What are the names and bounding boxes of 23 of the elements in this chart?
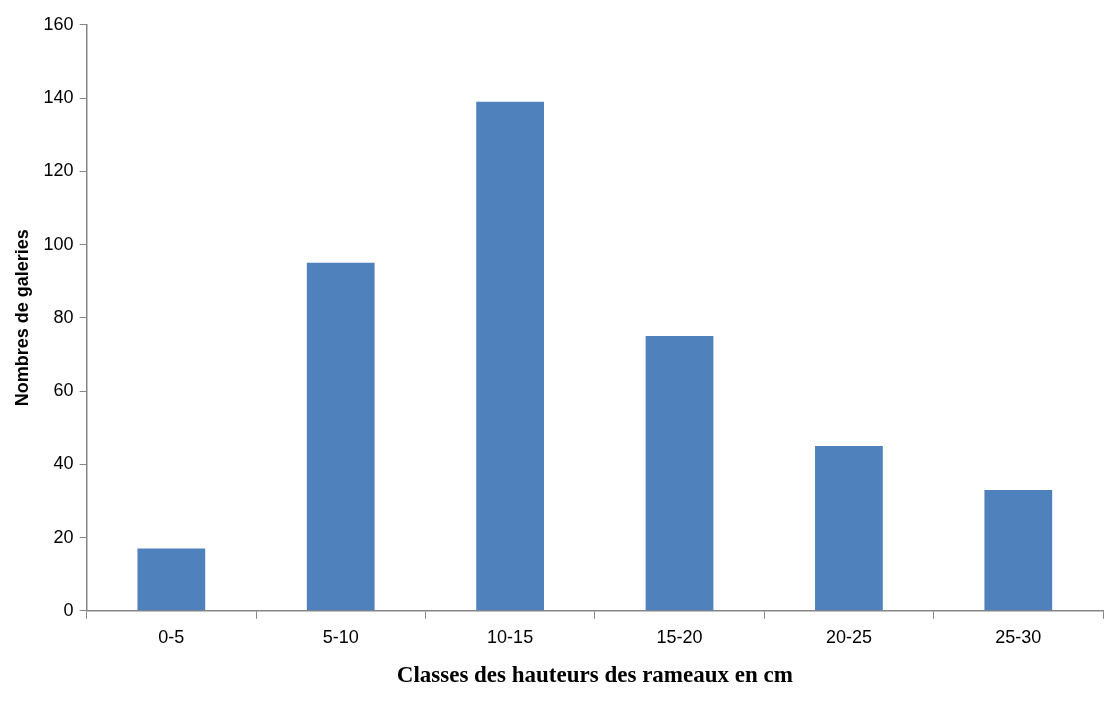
x-tick-label: 0-5: [158, 626, 185, 647]
bar: [476, 101, 544, 611]
x-tick-label: 10-15: [487, 626, 534, 647]
bar: [984, 489, 1053, 611]
x-tick-label: 25-30: [995, 626, 1042, 647]
y-tick-label: 0: [63, 599, 74, 620]
x-tick-label: 20-25: [825, 626, 872, 647]
x-tick-label: 15-20: [656, 626, 703, 647]
y-tick-label: 140: [43, 87, 74, 108]
x-tick-label: 5-10: [322, 626, 359, 647]
y-tick-label: 60: [53, 380, 74, 401]
y-tick-label: 120: [43, 160, 74, 181]
y-tick-label: 160: [43, 13, 74, 34]
bar: [137, 548, 206, 611]
y-tick-label: 20: [53, 526, 74, 547]
x-axis-title: Classes des hauteurs des rameaux en cm: [396, 662, 793, 688]
y-tick-label: 100: [43, 233, 74, 254]
bar: [306, 262, 375, 611]
bar: [645, 336, 714, 611]
y-axis-title: Nombres de galeries: [11, 229, 32, 407]
y-tick-label: 80: [53, 306, 74, 327]
y-tick-label: 40: [53, 453, 74, 474]
bar: [815, 445, 883, 611]
